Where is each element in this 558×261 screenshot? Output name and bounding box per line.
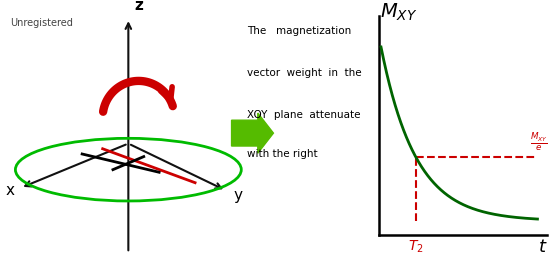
Text: x: x bbox=[6, 183, 15, 198]
Text: vector  weight  in  the: vector weight in the bbox=[247, 68, 362, 78]
Text: The   magnetization: The magnetization bbox=[247, 26, 351, 36]
Text: XOY  plane  attenuate: XOY plane attenuate bbox=[247, 110, 360, 120]
Text: with the right: with the right bbox=[247, 149, 318, 159]
FancyArrow shape bbox=[232, 113, 273, 153]
Text: Unregistered: Unregistered bbox=[10, 18, 73, 28]
Text: y: y bbox=[234, 188, 243, 203]
Text: z: z bbox=[135, 0, 143, 13]
Text: $T_2$: $T_2$ bbox=[408, 238, 424, 255]
Text: t: t bbox=[538, 238, 546, 256]
Text: $\frac{M_{XY}}{e}$: $\frac{M_{XY}}{e}$ bbox=[530, 132, 548, 153]
Text: $M_{XY}$: $M_{XY}$ bbox=[381, 1, 418, 23]
